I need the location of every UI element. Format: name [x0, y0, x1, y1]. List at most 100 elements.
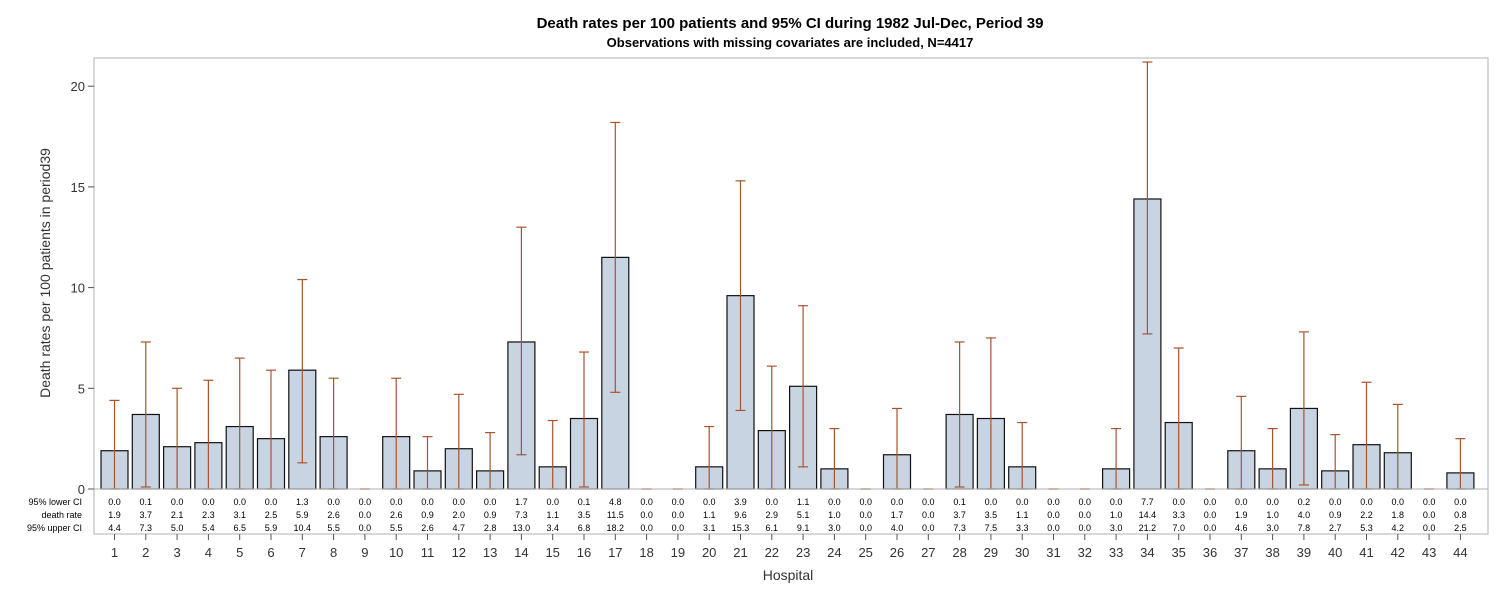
table-row-label: 95% lower CI [28, 497, 82, 507]
table-cell: 2.8 [484, 523, 497, 533]
table-cell: 0.0 [859, 510, 872, 520]
table-cell: 7.3 [140, 523, 153, 533]
table-cell: 0.9 [484, 510, 497, 520]
x-tick-label: 30 [1015, 545, 1029, 560]
table-cell: 0.0 [1079, 523, 1092, 533]
table-cell: 0.0 [672, 497, 685, 507]
x-tick-label: 36 [1203, 545, 1217, 560]
table-cell: 0.0 [202, 497, 215, 507]
table-cell: 1.9 [1235, 510, 1248, 520]
table-cell: 6.8 [578, 523, 591, 533]
table-cell: 0.1 [578, 497, 591, 507]
table-cell: 0.0 [1423, 523, 1436, 533]
y-tick-label: 0 [78, 482, 85, 497]
table-cell: 6.1 [766, 523, 779, 533]
x-tick-label: 34 [1140, 545, 1154, 560]
table-cell: 0.0 [390, 497, 403, 507]
table-cell: 2.9 [766, 510, 779, 520]
x-tick-label: 37 [1234, 545, 1248, 560]
table-cell: 6.5 [233, 523, 246, 533]
table-cell: 1.1 [703, 510, 716, 520]
x-tick-label: 43 [1422, 545, 1436, 560]
table-cell: 3.5 [578, 510, 591, 520]
table-cell: 4.2 [1392, 523, 1405, 533]
table-cell: 0.0 [421, 497, 434, 507]
y-tick-label: 20 [71, 79, 85, 94]
x-tick-label: 9 [361, 545, 368, 560]
x-tick-label: 29 [984, 545, 998, 560]
x-tick-label: 21 [733, 545, 747, 560]
table-cell: 5.1 [797, 510, 810, 520]
x-tick-label: 7 [299, 545, 306, 560]
table-cell: 0.0 [1204, 510, 1217, 520]
table-cell: 14.4 [1139, 510, 1157, 520]
table-cell: 0.0 [359, 497, 372, 507]
x-tick-label: 12 [452, 545, 466, 560]
y-tick-label: 5 [78, 381, 85, 396]
x-tick-label: 19 [671, 545, 685, 560]
x-tick-label: 6 [267, 545, 274, 560]
table-row-label: 95% upper CI [27, 523, 82, 533]
table-cell: 3.1 [703, 523, 716, 533]
table-cell: 0.0 [672, 510, 685, 520]
x-tick-label: 41 [1359, 545, 1373, 560]
table-cell: 2.2 [1360, 510, 1373, 520]
x-tick-label: 3 [173, 545, 180, 560]
x-tick-label: 32 [1078, 545, 1092, 560]
table-cell: 0.0 [922, 497, 935, 507]
table-cell: 0.1 [140, 497, 153, 507]
table-cell: 2.5 [1454, 523, 1467, 533]
x-tick-label: 16 [577, 545, 591, 560]
table-cell: 2.6 [421, 523, 434, 533]
table-cell: 7.3 [953, 523, 966, 533]
x-tick-label: 35 [1171, 545, 1185, 560]
table-cell: 0.0 [703, 497, 716, 507]
x-tick-label: 5 [236, 545, 243, 560]
table-cell: 5.5 [327, 523, 340, 533]
table-cell: 11.5 [607, 510, 624, 520]
table-cell: 2.6 [327, 510, 340, 520]
x-tick-label: 24 [827, 545, 841, 560]
table-cell: 0.0 [1110, 497, 1123, 507]
table-cell: 3.0 [828, 523, 841, 533]
table-cell: 0.2 [1298, 497, 1311, 507]
table-cell: 15.3 [732, 523, 750, 533]
table-cell: 0.0 [1392, 497, 1405, 507]
table-cell: 1.7 [515, 497, 528, 507]
table-cell: 0.0 [359, 523, 372, 533]
table-cell: 5.5 [390, 523, 403, 533]
table-cell: 4.4 [108, 523, 121, 533]
table-cell: 0.0 [859, 523, 872, 533]
table-cell: 5.0 [171, 523, 184, 533]
table-cell: 0.0 [1047, 510, 1060, 520]
table-cell: 5.9 [296, 510, 309, 520]
table-cell: 0.0 [1047, 497, 1060, 507]
table-cell: 0.0 [453, 497, 466, 507]
table-cell: 1.8 [1392, 510, 1405, 520]
table-cell: 9.1 [797, 523, 810, 533]
table-cell: 0.0 [1360, 497, 1373, 507]
table-cell: 4.0 [891, 523, 904, 533]
x-tick-label: 44 [1453, 545, 1467, 560]
table-cell: 3.4 [546, 523, 559, 533]
table-cell: 5.4 [202, 523, 215, 533]
table-cell: 1.9 [108, 510, 121, 520]
x-tick-label: 1 [111, 545, 118, 560]
table-cell: 0.0 [891, 497, 904, 507]
table-cell: 0.0 [1454, 497, 1467, 507]
x-tick-label: 8 [330, 545, 337, 560]
x-tick-label: 2 [142, 545, 149, 560]
table-cell: 2.3 [202, 510, 215, 520]
table-cell: 0.0 [108, 497, 121, 507]
table-cell: 3.1 [233, 510, 246, 520]
table-cell: 0.8 [1454, 510, 1467, 520]
chart-subtitle: Observations with missing covariates are… [607, 35, 974, 50]
x-tick-label: 27 [921, 545, 935, 560]
table-cell: 0.0 [233, 497, 246, 507]
table-cell: 1.0 [1110, 510, 1123, 520]
table-row-label: death rate [41, 510, 82, 520]
table-cell: 7.5 [985, 523, 998, 533]
table-cell: 3.0 [1266, 523, 1279, 533]
table-cell: 1.3 [296, 497, 309, 507]
